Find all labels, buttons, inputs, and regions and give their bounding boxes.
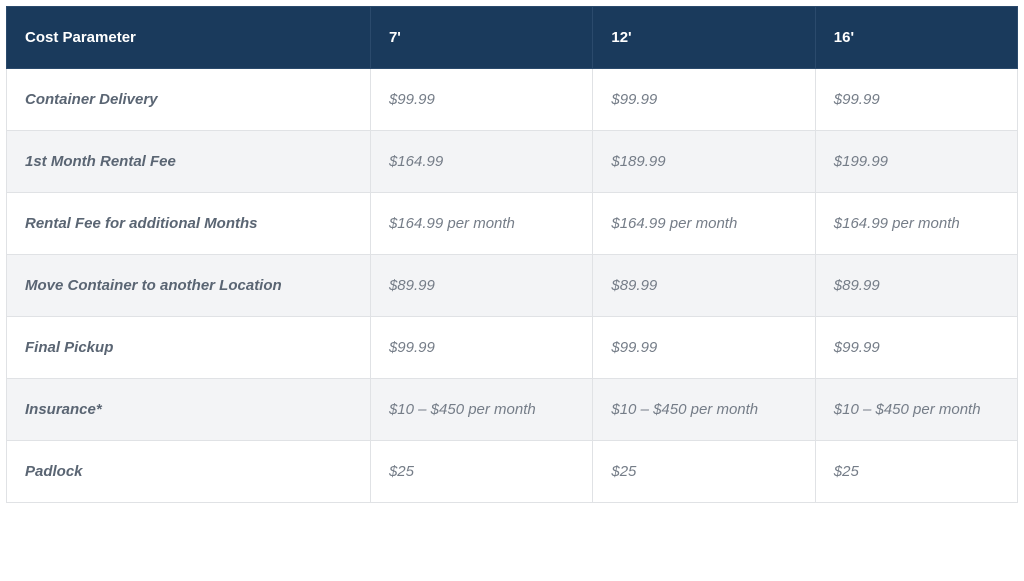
pricing-table: Cost Parameter 7' 12' 16' Container Deli… bbox=[6, 6, 1018, 503]
param-label: Insurance* bbox=[7, 379, 371, 441]
value-7ft: $89.99 bbox=[370, 255, 592, 317]
table-row: Insurance* $10 – $450 per month $10 – $4… bbox=[7, 379, 1018, 441]
value-16ft: $10 – $450 per month bbox=[815, 379, 1017, 441]
value-7ft: $99.99 bbox=[370, 317, 592, 379]
value-12ft: $164.99 per month bbox=[593, 193, 815, 255]
param-label: Rental Fee for additional Months bbox=[7, 193, 371, 255]
value-16ft: $199.99 bbox=[815, 131, 1017, 193]
value-12ft: $99.99 bbox=[593, 69, 815, 131]
table-row: Move Container to another Location $89.9… bbox=[7, 255, 1018, 317]
value-16ft: $25 bbox=[815, 441, 1017, 503]
value-7ft: $99.99 bbox=[370, 69, 592, 131]
value-16ft: $99.99 bbox=[815, 69, 1017, 131]
table-row: 1st Month Rental Fee $164.99 $189.99 $19… bbox=[7, 131, 1018, 193]
param-label: Container Delivery bbox=[7, 69, 371, 131]
value-7ft: $164.99 bbox=[370, 131, 592, 193]
col-header-16ft: 16' bbox=[815, 7, 1017, 69]
param-label: Final Pickup bbox=[7, 317, 371, 379]
table-header-row: Cost Parameter 7' 12' 16' bbox=[7, 7, 1018, 69]
value-12ft: $25 bbox=[593, 441, 815, 503]
value-12ft: $10 – $450 per month bbox=[593, 379, 815, 441]
value-7ft: $10 – $450 per month bbox=[370, 379, 592, 441]
value-12ft: $189.99 bbox=[593, 131, 815, 193]
table-row: Final Pickup $99.99 $99.99 $99.99 bbox=[7, 317, 1018, 379]
table-row: Rental Fee for additional Months $164.99… bbox=[7, 193, 1018, 255]
value-12ft: $89.99 bbox=[593, 255, 815, 317]
col-header-7ft: 7' bbox=[370, 7, 592, 69]
value-16ft: $99.99 bbox=[815, 317, 1017, 379]
value-16ft: $89.99 bbox=[815, 255, 1017, 317]
value-7ft: $25 bbox=[370, 441, 592, 503]
table-row: Padlock $25 $25 $25 bbox=[7, 441, 1018, 503]
col-header-parameter: Cost Parameter bbox=[7, 7, 371, 69]
value-7ft: $164.99 per month bbox=[370, 193, 592, 255]
value-16ft: $164.99 per month bbox=[815, 193, 1017, 255]
value-12ft: $99.99 bbox=[593, 317, 815, 379]
param-label: 1st Month Rental Fee bbox=[7, 131, 371, 193]
col-header-12ft: 12' bbox=[593, 7, 815, 69]
param-label: Move Container to another Location bbox=[7, 255, 371, 317]
table-row: Container Delivery $99.99 $99.99 $99.99 bbox=[7, 69, 1018, 131]
param-label: Padlock bbox=[7, 441, 371, 503]
